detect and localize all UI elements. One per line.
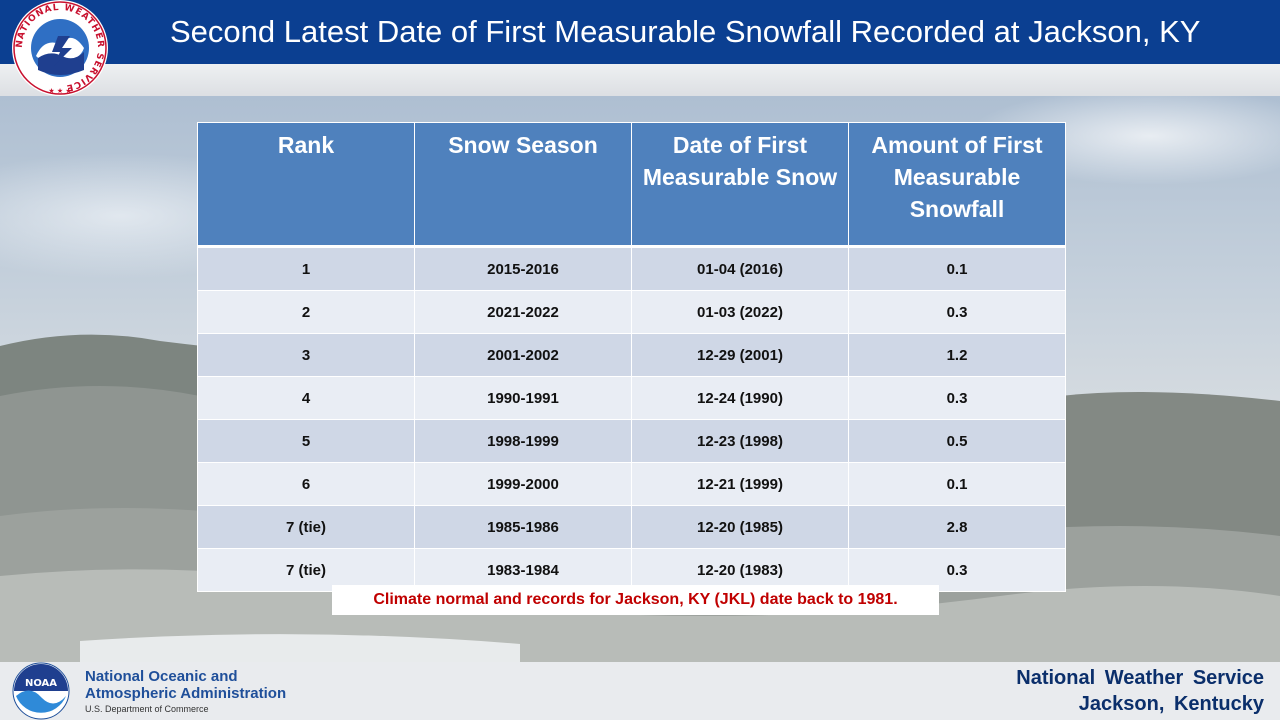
table-row: 7 (tie) 1985-1986 12-20 (1985) 2.8 (197, 505, 1066, 549)
cell-amount: 0.3 (848, 290, 1066, 334)
cell-season: 1983-1984 (414, 548, 632, 592)
table-row: 6 1999-2000 12-21 (1999) 0.1 (197, 462, 1066, 506)
cell-amount: 1.2 (848, 333, 1066, 377)
table-row: 5 1998-1999 12-23 (1998) 0.5 (197, 419, 1066, 463)
table-row: 7 (tie) 1983-1984 12-20 (1983) 0.3 (197, 548, 1066, 592)
cell-season: 1985-1986 (414, 505, 632, 549)
cell-amount: 0.1 (848, 462, 1066, 506)
table-row: 1 2015-2016 01-04 (2016) 0.1 (197, 246, 1066, 291)
footer-bar (0, 662, 1280, 720)
column-header-amount: Amount of First Measurable Snowfall (848, 122, 1066, 248)
cell-amount: 0.1 (848, 246, 1066, 291)
column-header-date: Date of First Measurable Snow (631, 122, 849, 248)
cell-rank: 7 (tie) (197, 505, 415, 549)
cell-season: 1990-1991 (414, 376, 632, 420)
cell-rank: 4 (197, 376, 415, 420)
cell-date: 12-21 (1999) (631, 462, 849, 506)
column-header-season: Snow Season (414, 122, 632, 248)
cell-rank: 5 (197, 419, 415, 463)
cell-date: 12-29 (2001) (631, 333, 849, 377)
cell-rank: 7 (tie) (197, 548, 415, 592)
cell-amount: 0.3 (848, 548, 1066, 592)
table-row: 3 2001-2002 12-29 (2001) 1.2 (197, 333, 1066, 377)
table-header-row: Rank Snow Season Date of First Measurabl… (197, 122, 1066, 248)
noaa-name-line2: Atmospheric Administration (85, 685, 287, 702)
header-bar (0, 0, 1280, 64)
cell-season: 2001-2002 (414, 333, 632, 377)
cell-date: 01-03 (2022) (631, 290, 849, 334)
climate-note: Climate normal and records for Jackson, … (332, 585, 939, 615)
snowfall-table: Rank Snow Season Date of First Measurabl… (197, 122, 1066, 592)
noaa-logo-icon: NOAA (12, 662, 70, 720)
cell-date: 01-04 (2016) (631, 246, 849, 291)
svg-text:★ ★ ★: ★ ★ ★ (48, 87, 71, 95)
page-title: Second Latest Date of First Measurable S… (170, 14, 1201, 49)
column-header-rank: Rank (197, 122, 415, 248)
noaa-name-line1: National Oceanic and (85, 668, 238, 685)
table-row: 4 1990-1991 12-24 (1990) 0.3 (197, 376, 1066, 420)
table-row: 2 2021-2022 01-03 (2022) 0.3 (197, 290, 1066, 334)
records-table: Rank Snow Season Date of First Measurabl… (197, 122, 1066, 592)
noaa-department: U.S. Department of Commerce (85, 704, 209, 714)
cell-rank: 2 (197, 290, 415, 334)
cell-amount: 2.8 (848, 505, 1066, 549)
header-strip (0, 64, 1280, 96)
cell-date: 12-20 (1983) (631, 548, 849, 592)
nws-office: Jackson, Kentucky (1078, 693, 1264, 715)
cell-date: 12-24 (1990) (631, 376, 849, 420)
cell-rank: 6 (197, 462, 415, 506)
noaa-logo-text: NOAA (25, 678, 57, 689)
cell-amount: 0.3 (848, 376, 1066, 420)
cell-rank: 3 (197, 333, 415, 377)
cell-season: 2021-2022 (414, 290, 632, 334)
cell-date: 12-20 (1985) (631, 505, 849, 549)
cell-date: 12-23 (1998) (631, 419, 849, 463)
cell-season: 2015-2016 (414, 246, 632, 291)
nws-logo-icon: NATIONAL WEATHER SERVICE ★ ★ ★ (12, 0, 108, 96)
nws-name: National Weather Service (1016, 667, 1264, 689)
cell-rank: 1 (197, 246, 415, 291)
cell-amount: 0.5 (848, 419, 1066, 463)
cell-season: 1999-2000 (414, 462, 632, 506)
cell-season: 1998-1999 (414, 419, 632, 463)
